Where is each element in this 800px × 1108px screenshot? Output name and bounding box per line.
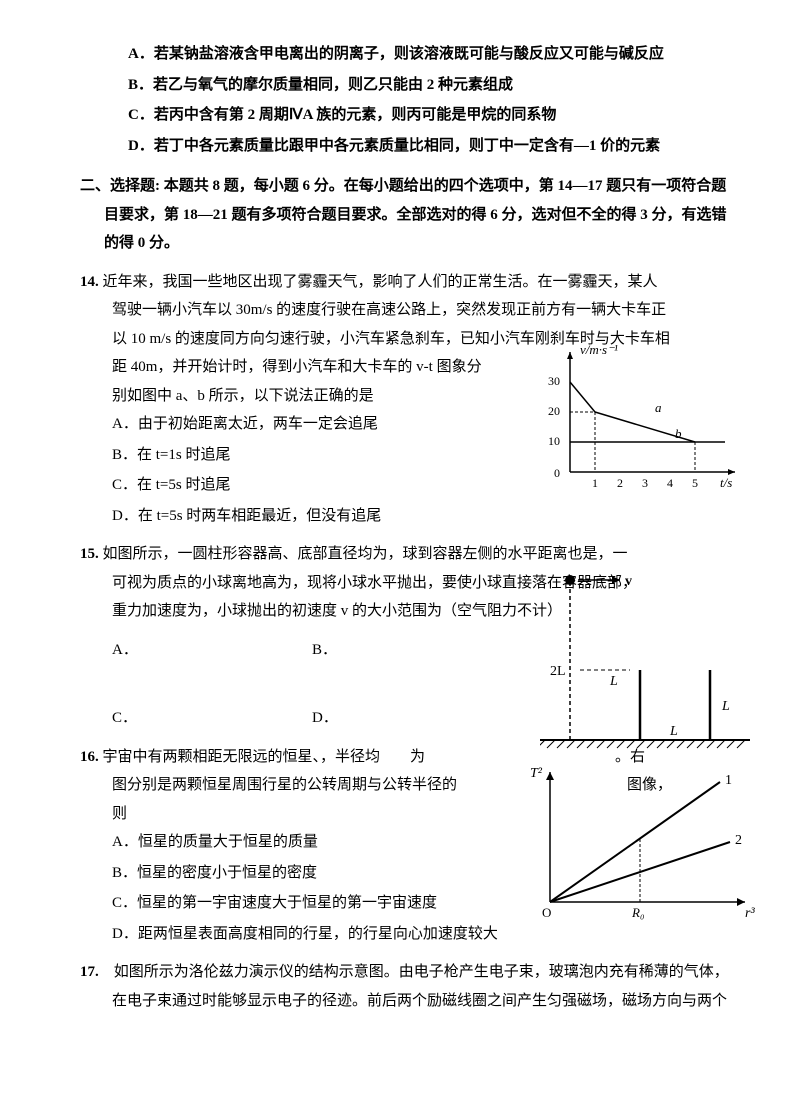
svg-text:1: 1: [725, 773, 732, 788]
svg-text:R₀: R₀: [631, 905, 644, 920]
svg-text:r³: r³: [745, 906, 755, 921]
q15-option-c: C．: [112, 704, 312, 733]
question-17: 17. 如图所示为洛伦兹力演示仪的结构示意图。由电子枪产生电子束，玻璃泡内充有稀…: [80, 958, 740, 1015]
section2-header: 二、选择题: 本题共 8 题，每小题 6 分。在每小题给出的四个选项中，第 14…: [104, 172, 740, 258]
q13-option-d: D．若丁中各元素质量比跟甲中各元素质量比相同，则丁中一定含有—1 价的元素: [80, 132, 740, 161]
q15-text1: 如图所示，一圆柱形容器高、底部直径均为，球到容器左侧的水平距离也是，一: [103, 546, 628, 562]
svg-text:30: 30: [548, 374, 560, 388]
q16-num: 16.: [80, 749, 99, 765]
svg-text:3: 3: [642, 476, 648, 490]
q13-option-a: A．若某钠盐溶液含甲电离出的阴离子，则该溶液既可能与酸反应又可能与碱反应: [80, 40, 740, 69]
svg-text:L: L: [721, 699, 730, 714]
svg-text:L: L: [609, 674, 618, 689]
svg-text:10: 10: [548, 434, 560, 448]
svg-text:2: 2: [617, 476, 623, 490]
q14-text2: 驾驶一辆小汽车以 30m/s 的速度行驶在高速公路上，突然发现正前方有一辆大卡车…: [80, 296, 740, 325]
q14-text1: 近年来，我国一些地区出现了雾霾天气，影响了人们的正常生活。在一雾霾天，某人: [103, 274, 658, 290]
svg-text:v/m·s⁻¹: v/m·s⁻¹: [580, 342, 618, 357]
svg-text:4: 4: [667, 476, 673, 490]
q15-option-d: D．: [312, 704, 338, 733]
projectile-chart: v 2L L L L: [540, 570, 750, 760]
svg-text:T²: T²: [530, 766, 543, 781]
q15-option-b: B．: [312, 636, 337, 665]
svg-text:O: O: [542, 905, 551, 920]
svg-text:v: v: [625, 574, 632, 589]
svg-text:t/s: t/s: [720, 475, 732, 490]
q17-num: 17.: [80, 964, 99, 980]
tr-chart: 1 2 T² r³ O R₀: [520, 762, 760, 922]
q14-num: 14.: [80, 274, 99, 290]
q15-option-a: A．: [112, 636, 312, 665]
vt-chart: 0 10 20 30 1 2 3 4 5 b a v/m·s⁻¹ t/s: [545, 342, 750, 492]
svg-text:2: 2: [735, 833, 742, 848]
q16-text2: 图分别是两颗恒星周围行星的公转周期与公转半径的: [112, 777, 457, 793]
q17-text2: 在电子束通过时能够显示电子的径迹。前后两个励磁线圈之间产生匀强磁场，磁场方向与两…: [80, 987, 740, 1016]
q17-text1: 如图所示为洛伦兹力演示仪的结构示意图。由电子枪产生电子束，玻璃泡内充有稀薄的气体…: [114, 964, 729, 980]
svg-text:2L: 2L: [550, 664, 566, 679]
svg-text:a: a: [655, 400, 662, 415]
svg-text:1: 1: [592, 476, 598, 490]
svg-text:L: L: [669, 724, 678, 739]
svg-text:20: 20: [548, 404, 560, 418]
q15-num: 15.: [80, 546, 99, 562]
q16-option-d: D．距两恒星表面高度相同的行星，的行星向心加速度较大: [80, 920, 740, 949]
svg-text:b: b: [675, 426, 682, 441]
q16-text1: 宇宙中有两颗相距无限远的恒星、，半径均 为: [103, 749, 426, 765]
q14-option-d: D．在 t=5s 时两车相距最近，但没有追尾: [80, 502, 740, 531]
q13-option-b: B．若乙与氧气的摩尔质量相同，则乙只能由 2 种元素组成: [80, 71, 740, 100]
svg-text:5: 5: [692, 476, 698, 490]
svg-text:0: 0: [554, 466, 560, 480]
q13-option-c: C．若丙中含有第 2 周期ⅣA 族的元素，则丙可能是甲烷的同系物: [80, 101, 740, 130]
